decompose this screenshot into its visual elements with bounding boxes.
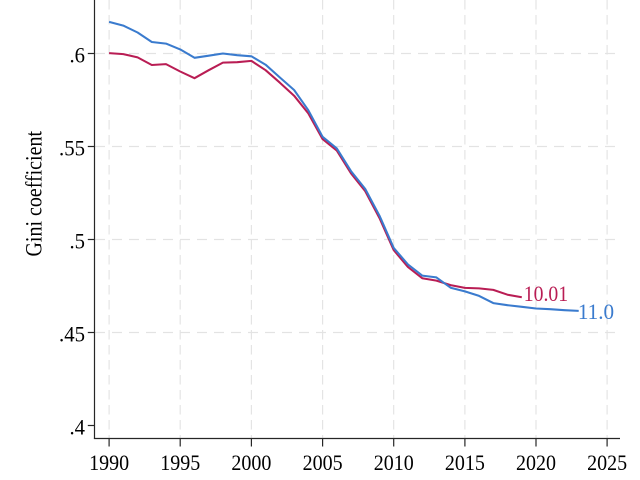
svg-text:.45: .45 bbox=[59, 322, 85, 347]
svg-text:1995: 1995 bbox=[160, 450, 200, 475]
svg-text:1990: 1990 bbox=[89, 450, 129, 475]
svg-text:2005: 2005 bbox=[303, 450, 343, 475]
svg-text:.6: .6 bbox=[70, 43, 86, 68]
svg-text:.5: .5 bbox=[70, 229, 86, 254]
svg-text:2015: 2015 bbox=[445, 450, 485, 475]
svg-text:2020: 2020 bbox=[516, 450, 556, 475]
svg-text:2000: 2000 bbox=[231, 450, 271, 475]
svg-text:11.0: 11.0 bbox=[578, 299, 614, 324]
svg-text:Gini coefficient: Gini coefficient bbox=[22, 131, 48, 257]
svg-text:2025: 2025 bbox=[587, 450, 627, 475]
svg-text:.4: .4 bbox=[70, 415, 86, 440]
svg-text:2010: 2010 bbox=[374, 450, 414, 475]
svg-text:.55: .55 bbox=[59, 136, 85, 161]
svg-text:10.01: 10.01 bbox=[524, 281, 568, 306]
